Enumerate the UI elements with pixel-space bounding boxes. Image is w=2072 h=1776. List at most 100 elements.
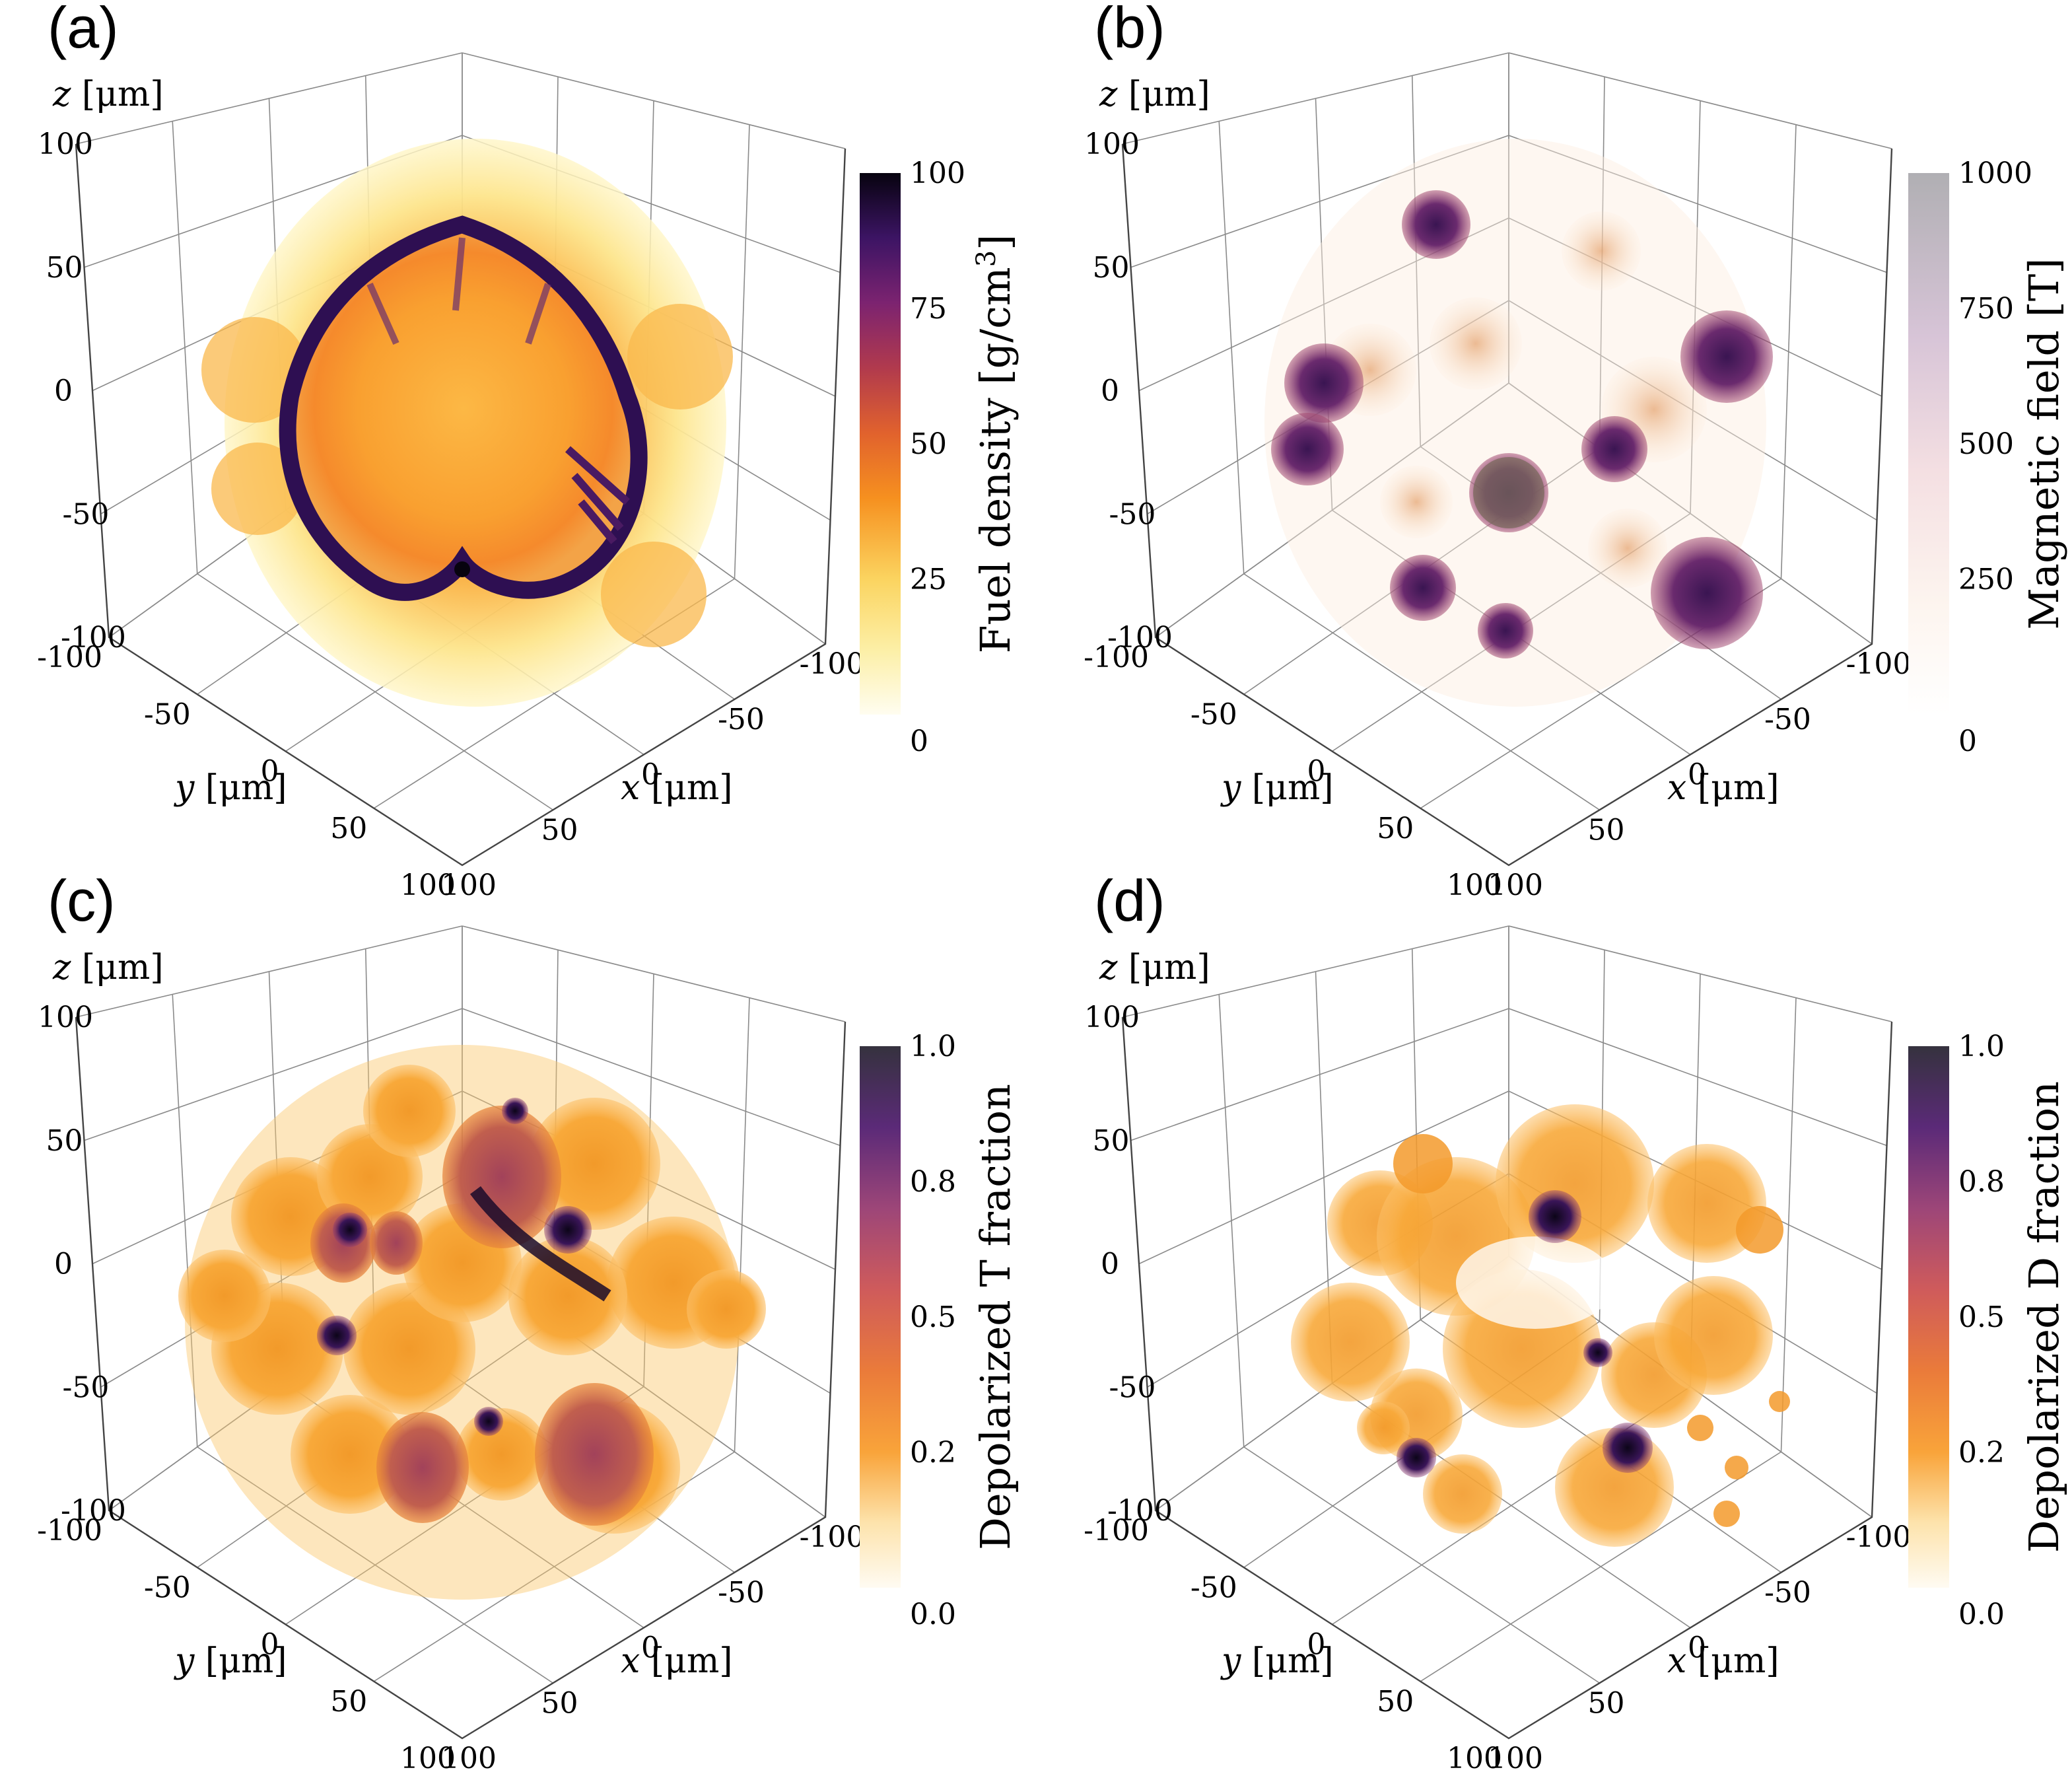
z-tick-labels: -100 -50 0 50 100 [1084, 127, 1173, 655]
x-axis-title: x [μm] [1667, 768, 1779, 808]
z-axis-title: z [μm] [52, 75, 164, 114]
z-tick-label: 50 [46, 251, 83, 285]
volume-render [178, 1045, 766, 1600]
depol-core [1397, 1438, 1436, 1477]
z-tick-label: -50 [63, 497, 110, 531]
z-tick-label: -100 [1107, 621, 1173, 655]
colorbar-tick-label: 0 [1958, 725, 1977, 758]
x-tick-label: 50 [1588, 1686, 1625, 1720]
colorbar-gradient [1908, 1046, 1949, 1588]
z-tick-label: 50 [46, 1124, 83, 1158]
z-tick-label: 0 [54, 1248, 73, 1281]
y-axis-title: y [μm] [1220, 768, 1334, 808]
y-tick-label: 0 [1307, 1628, 1326, 1662]
axis-frame [1121, 1016, 1893, 1740]
colorbar-tick-label: 0.2 [910, 1436, 956, 1470]
x-tick-label: -50 [1764, 703, 1811, 736]
depol-blob [528, 1098, 660, 1230]
x-tick-labels: -100 -50 0 50 100 [1488, 1520, 1911, 1775]
colorbar-gradient [1908, 173, 1949, 715]
gridline [1508, 1008, 1887, 1147]
y-tick-labels: -100 -50 0 50 100 [1084, 641, 1502, 902]
depol-droplet [1687, 1415, 1713, 1441]
y-tick-label: 100 [400, 1742, 456, 1775]
y-tick-labels: -100 -50 0 50 100 [37, 1514, 456, 1775]
x-axis-title: x [μm] [621, 1641, 733, 1681]
colorbar-tick-label: 0.8 [1958, 1165, 2005, 1199]
y-tick-label: -100 [1084, 1514, 1149, 1547]
depol-core [544, 1206, 592, 1254]
depol-core [1603, 1423, 1653, 1473]
gridline [1411, 75, 1422, 447]
panel-label: (c) [48, 868, 116, 933]
depol-droplet [1725, 1456, 1748, 1479]
x-tick-label: -100 [800, 647, 865, 681]
y-tick-label: 50 [330, 1685, 367, 1719]
depol-blob [1357, 1402, 1410, 1454]
z-tick-label: 100 [38, 127, 93, 161]
colorbar-tick-label: 500 [1958, 427, 2014, 461]
x-tick-labels: -100 -50 0 50 100 [441, 1520, 864, 1775]
y-tick-labels: -100 -50 0 50 100 [37, 641, 456, 902]
depol-droplet [1713, 1501, 1740, 1527]
field-blob [1390, 555, 1456, 621]
colorbar: 0 250 500 750 1000 Magnetic field [T] [1908, 157, 2068, 758]
depol-mauve-blob [535, 1383, 654, 1526]
gridline [75, 925, 463, 1018]
x-tick-label: 0 [641, 758, 660, 792]
z-tick-label: 100 [38, 1001, 93, 1034]
field-core [1473, 457, 1544, 528]
y-tick-label: 100 [1447, 869, 1502, 902]
x-tick-label: 50 [1588, 813, 1625, 847]
x-tick-label: 100 [441, 869, 497, 902]
colorbar-tick-label: 1.0 [910, 1030, 956, 1063]
panel-label: (a) [48, 0, 119, 60]
depol-filament [470, 1186, 611, 1302]
depol-droplet [1736, 1206, 1783, 1254]
colorbar-tick-label: 0.8 [910, 1165, 956, 1199]
gridline [1130, 135, 1509, 268]
depol-blob [1654, 1276, 1773, 1395]
z-tick-label: 0 [1101, 1248, 1119, 1281]
colorbar-tick-label: 1000 [1958, 157, 2032, 190]
depol-blob [178, 1250, 271, 1342]
x-tick-label: 100 [1488, 1742, 1543, 1775]
y-tick-label: 0 [1307, 755, 1326, 789]
x-tick-label: 100 [441, 1742, 497, 1775]
gridline [462, 1008, 841, 1147]
axis-frame [1121, 143, 1893, 867]
colorbar-tick-label: 750 [1958, 292, 2014, 326]
field-faint-blob [1562, 211, 1641, 291]
y-tick-label: -50 [144, 697, 191, 731]
y-tick-label: -50 [144, 1571, 191, 1604]
colorbar-tick-label: 0 [910, 725, 928, 758]
z-axis-title: z [μm] [1099, 948, 1210, 987]
colorbar-tick-label: 100 [910, 157, 965, 190]
gridline [1122, 52, 1509, 145]
gridline [462, 52, 846, 149]
field-blob [1284, 343, 1364, 423]
gridline [1138, 1090, 1509, 1265]
y-tick-label: 50 [330, 812, 367, 845]
y-tick-label: 100 [1447, 1742, 1502, 1775]
colorbar-gradient [860, 1046, 901, 1588]
density-filament [565, 446, 630, 544]
depol-core [1583, 1338, 1612, 1367]
panel-a: -100 -50 0 50 100 -100 -50 0 50 100 -100 -50 0 50 100 z… [37, 0, 1019, 902]
z-tick-label: -50 [1109, 497, 1156, 531]
gridline [1130, 1008, 1509, 1141]
depol-blob [508, 1236, 627, 1355]
panel-label: (d) [1094, 868, 1165, 933]
panel-b: -100 -50 0 50 100 -100 -50 0 50 100 -100 -50 0 50 100 z… [1084, 0, 2068, 902]
colorbar-tick-label: 0.0 [1958, 1598, 2005, 1631]
colorbar-gradient [860, 173, 901, 715]
field-blob [1581, 416, 1647, 482]
z-tick-label: 100 [1084, 1001, 1140, 1034]
z-tick-label: -50 [1109, 1370, 1156, 1404]
z-tick-label: 50 [1093, 1124, 1130, 1158]
depol-core [317, 1316, 357, 1355]
y-tick-label: 100 [400, 869, 456, 902]
colorbar: 0.0 0.2 0.5 0.8 1.0 Depolarized D fraction [1908, 1030, 2068, 1631]
colorbar-tick-label: 50 [910, 427, 947, 461]
